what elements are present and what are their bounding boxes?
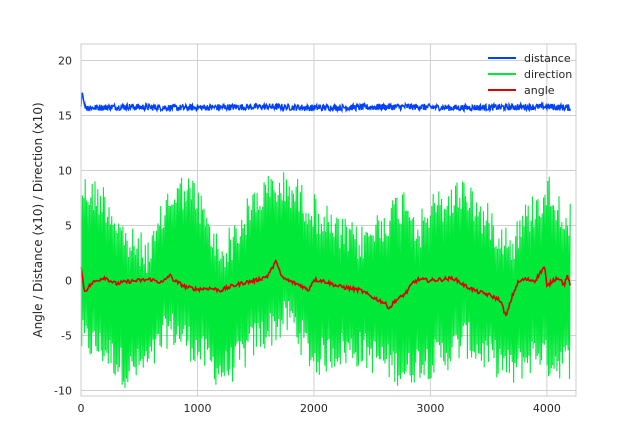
- x-tick-label: 1000: [183, 402, 211, 415]
- legend-label-angle: angle: [524, 84, 555, 97]
- y-tick-label: -10: [54, 385, 72, 398]
- series-layer: [80, 92, 571, 388]
- series-line-direction: [80, 172, 571, 388]
- x-tick-label: 3000: [416, 402, 444, 415]
- x-tick-label: 4000: [533, 402, 561, 415]
- series-line-angle: [80, 258, 571, 317]
- x-tick-label: 0: [78, 402, 85, 415]
- y-tick-label: 5: [65, 220, 72, 233]
- y-axis-label: Angle / Distance (x10) / Direction (x10): [31, 102, 45, 337]
- x-tick-label: 2000: [300, 402, 328, 415]
- y-axis-ticks: -10 -5 0 5 10 15 20: [54, 55, 72, 398]
- y-tick-label: 15: [58, 110, 72, 123]
- legend-label-direction: direction: [524, 68, 572, 81]
- y-tick-label: 10: [58, 165, 72, 178]
- y-tick-label: -5: [61, 330, 72, 343]
- legend-label-distance: distance: [524, 52, 571, 65]
- legend: distance direction angle: [488, 52, 572, 97]
- y-tick-label: 20: [58, 55, 72, 68]
- x-axis-ticks: 0 1000 2000 3000 4000: [78, 402, 561, 415]
- y-tick-label: 0: [65, 275, 72, 288]
- series-line-distance: [80, 92, 571, 114]
- plot-frame: [80, 43, 577, 397]
